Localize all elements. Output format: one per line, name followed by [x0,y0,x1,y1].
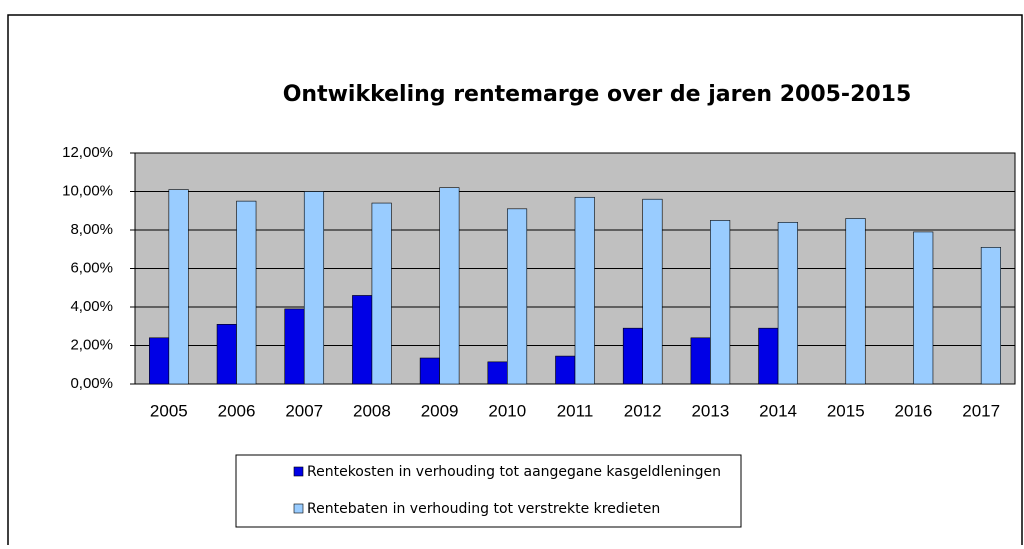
bar [555,355,576,385]
bar [642,198,663,385]
bar [690,337,711,385]
x-tick-label: 2005 [150,401,188,420]
bar [845,218,866,385]
bar [710,220,731,385]
bar [980,247,1001,385]
bar [777,222,798,385]
x-tick-label: 2015 [827,401,865,420]
y-tick-label: 6,00% [70,259,113,276]
x-tick-label: 2007 [285,401,323,420]
legend-box [235,454,742,528]
x-tick-label: 2016 [895,401,933,420]
x-tick-label: 2013 [691,401,729,420]
bar [216,324,237,385]
chart-frame [7,14,1023,545]
legend-label: Rentebaten in verhouding tot verstrekte … [307,501,660,517]
bar [371,202,392,385]
x-tick-label: 2008 [353,401,391,420]
y-tick-label: 10,00% [62,182,113,199]
x-tick-label: 2011 [557,401,594,420]
bar [284,308,305,385]
x-tick-label: 2017 [962,401,1000,420]
y-tick-label: 4,00% [70,298,113,315]
y-tick-label: 0,00% [70,375,113,392]
x-tick-label: 2009 [421,401,459,420]
y-tick-label: 2,00% [70,336,113,353]
y-tick-label: 12,00% [62,144,113,161]
bar [758,327,779,385]
legend-label: Rentekosten in verhouding tot aangegane … [307,464,721,480]
bar [622,327,643,385]
chart-title: Ontwikkeling rentemarge over de jaren 20… [283,82,912,107]
bar [507,208,528,385]
bar [303,191,325,385]
bar [487,361,508,385]
bar [149,337,170,385]
x-tick-label: 2014 [759,401,797,420]
y-tick-label: 8,00% [70,221,113,238]
bar [439,187,460,385]
legend-swatch [293,466,304,477]
bar [352,295,373,385]
x-tick-label: 2010 [488,401,526,420]
bar [419,357,440,385]
legend-swatch [293,503,304,514]
x-tick-label: 2012 [624,401,662,420]
bar [168,189,189,385]
bar [236,200,257,385]
bar [574,196,595,385]
bar [913,231,934,385]
x-tick-label: 2006 [218,401,256,420]
